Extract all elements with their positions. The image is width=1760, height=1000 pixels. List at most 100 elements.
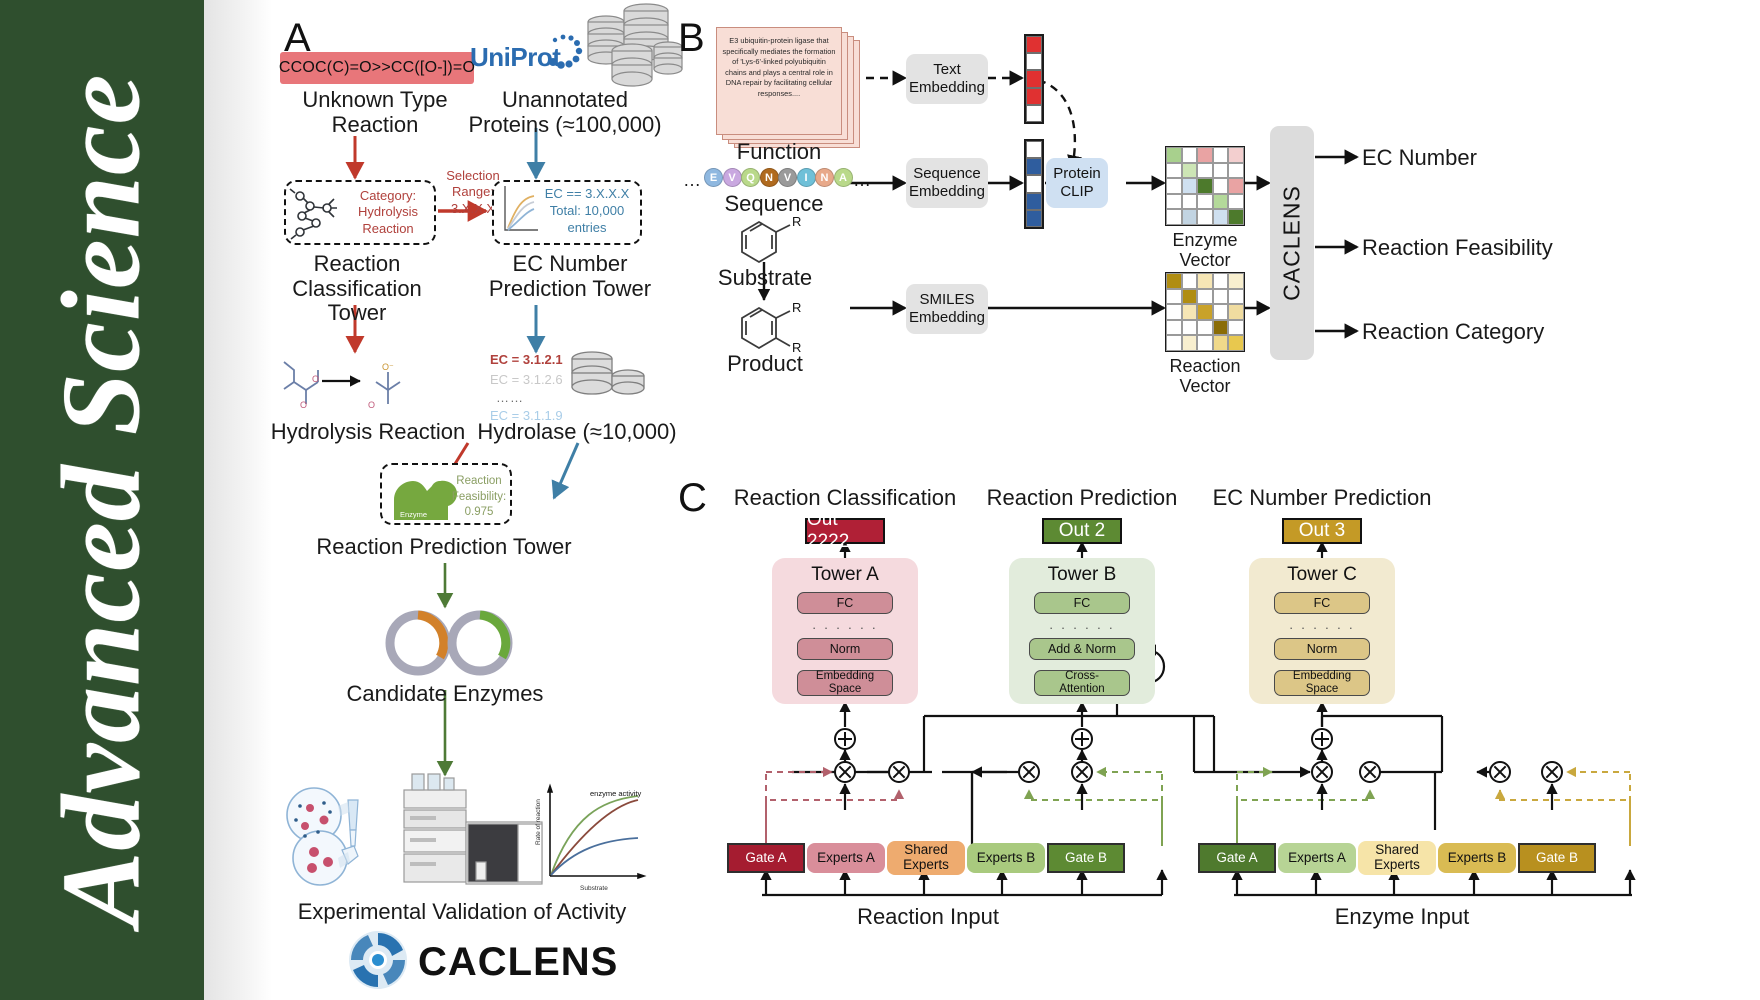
- sequence-ellipsis-right: …: [853, 170, 871, 190]
- enzyme-input-label: Enzyme Input: [1334, 904, 1470, 929]
- moe-right-experts-b: Experts B: [1438, 843, 1516, 873]
- sequence-residue-a-7: A: [833, 168, 853, 187]
- svg-text:O⁻: O⁻: [382, 362, 394, 372]
- caclens-logo-text: CACLENS: [418, 940, 619, 984]
- sequence-residue-n-6: N: [815, 168, 834, 187]
- tower-a-block-fc: FC: [797, 592, 893, 614]
- svg-text:Rate of reaction: Rate of reaction: [535, 799, 542, 845]
- sequence-ellipsis-left: …: [683, 170, 701, 190]
- moe-right-shared-experts: Shared Experts: [1358, 841, 1436, 875]
- multiply-operator-4: [1071, 761, 1093, 783]
- reaction-vector-label: Reaction Vector: [1169, 356, 1241, 397]
- smiles-embedding-box: SMILES Embedding: [906, 284, 988, 334]
- tower-b-dots: · · · · · ·: [1048, 620, 1116, 635]
- category-hydrolysis-text: Category: Hydrolysis Reaction: [358, 188, 418, 236]
- add-operator-mid: [1071, 728, 1093, 750]
- svg-text:O: O: [300, 400, 307, 410]
- out-1-box: Out 2222: [805, 509, 885, 552]
- tower-c-title: Tower C: [1287, 564, 1357, 585]
- sequence-embedding-vector: [1024, 139, 1044, 229]
- reaction-prediction-tower-label: Reaction Prediction Tower: [316, 534, 572, 559]
- tower-c-block-norm: Norm: [1274, 638, 1370, 660]
- reaction-classification-tower-label: Reaction Classification Tower: [292, 251, 422, 326]
- ec-list-item-1: EC = 3.1.2.6: [490, 372, 563, 387]
- column-title-ec-number-prediction: EC Number Prediction: [1212, 485, 1432, 510]
- moe-left-shared-experts: Shared Experts: [887, 841, 965, 875]
- tower-a-dots: · · · · · ·: [811, 620, 879, 635]
- panel-b-letter: B: [678, 16, 705, 60]
- ec-list-ellipsis: ……: [496, 390, 524, 405]
- journal-banner: Advanced Science: [0, 0, 204, 1000]
- tower-c-dots: · · · · · ·: [1288, 620, 1356, 635]
- ec-number-prediction-tower-label: EC Number Prediction Tower: [488, 251, 652, 301]
- function-card-front: [716, 27, 842, 135]
- tower-c-block-fc: FC: [1274, 592, 1370, 614]
- multiply-operator-6: [1359, 761, 1381, 783]
- moe-left-gate-a: Gate A: [727, 843, 805, 873]
- sequence-residue-q-2: Q: [741, 168, 760, 187]
- multiply-operator-3: [1018, 761, 1040, 783]
- journal-title: Advanced Science: [39, 73, 164, 927]
- caclens-module-label: CACLENS: [1278, 185, 1305, 301]
- ec-list-item-3: EC = 3.1.1.9: [490, 408, 563, 423]
- figure-canvas: A CCOC(C)=O>>CC([O-])=O Unknown Type Rea…: [271, 0, 1760, 1000]
- multiply-operator-1: [834, 761, 856, 783]
- enzyme-vector-label: Enzyme Vector: [1172, 230, 1238, 271]
- column-title-reaction-prediction: Reaction Prediction: [986, 485, 1178, 510]
- moe-left-experts-b: Experts B: [967, 843, 1045, 873]
- tower-b-block-cross-attention: Cross- Attention: [1034, 670, 1130, 696]
- panel-a-letter: A: [284, 16, 311, 60]
- output-reaction-category-label: Reaction Category: [1362, 319, 1545, 344]
- page-gutter: [204, 0, 272, 1000]
- sequence-residue-i-5: I: [796, 168, 816, 187]
- reaction-feasibility-text: Reaction Feasibility: 0.975: [451, 475, 507, 519]
- svg-text:O: O: [368, 400, 375, 410]
- function-description-text: E3 ubiquitin-protein ligase that specifi…: [722, 36, 836, 98]
- ec-list-item-0: EC = 3.1.2.1: [490, 352, 563, 367]
- protein-clip-box: Protein CLIP: [1046, 158, 1108, 208]
- unannotated-proteins-label: Unannotated Proteins (≈100,000): [468, 87, 662, 137]
- panel-c-letter: C: [678, 476, 707, 520]
- text-embedding-vector: [1024, 34, 1044, 124]
- tower-c-panel: Tower C FC · · · · · · Norm Embedding Sp…: [1249, 558, 1395, 704]
- add-operator-left: [834, 728, 856, 750]
- moe-right-gate-b: Gate B: [1518, 843, 1596, 873]
- out-2-box: Out 2: [1042, 518, 1122, 544]
- multiply-operator-2: [888, 761, 910, 783]
- svg-text:O: O: [312, 374, 319, 384]
- sequence-residue-v-4: V: [778, 168, 797, 187]
- multiply-operator-8: [1541, 761, 1563, 783]
- enzyme-activity-annotation: enzyme activity: [590, 789, 642, 798]
- moe-left-experts-a: Experts A: [807, 843, 885, 873]
- substrate-label: Substrate: [717, 265, 813, 290]
- function-label: Function: [736, 139, 822, 164]
- moe-left-gate-b: Gate B: [1047, 843, 1125, 873]
- enzyme-vector-matrix: [1165, 146, 1245, 226]
- smiles-string-chip: CCOC(C)=O>>CC([O-])=O: [279, 52, 475, 84]
- candidate-enzymes-label: Candidate Enzymes: [346, 681, 544, 706]
- sequence-residue-n-3: N: [759, 168, 779, 187]
- text-embedding-box: Text Embedding: [906, 54, 988, 104]
- tower-b-panel: Tower B FC · · · · · · Add & Norm Cross-…: [1009, 558, 1155, 704]
- sequence-residue-v-1: V: [722, 168, 742, 187]
- moe-right-gate-a: Gate A: [1198, 843, 1276, 873]
- tower-b-block-add-norm: Add & Norm: [1029, 638, 1135, 660]
- reaction-input-label: Reaction Input: [857, 904, 999, 929]
- output-ec-number-label: EC Number: [1362, 145, 1477, 170]
- sequence-label: Sequence: [724, 191, 824, 216]
- moe-right-experts-a: Experts A: [1278, 843, 1356, 873]
- sequence-embedding-box: Sequence Embedding: [906, 158, 988, 208]
- reaction-vector-matrix: [1165, 272, 1245, 352]
- column-title-reaction-classification: Reaction Classification: [733, 485, 957, 510]
- tower-c-block-embedding-space: Embedding Space: [1274, 670, 1370, 696]
- hydrolysis-reaction-label: Hydrolysis Reaction: [270, 419, 466, 444]
- selection-range-text: Selection Range: 3.X.X.X: [446, 168, 500, 216]
- tower-a-panel: Tower A FC · · · · · · Norm Embedding Sp…: [772, 558, 918, 704]
- product-label: Product: [727, 351, 803, 376]
- uniprot-logo-text: UniProt: [470, 42, 561, 72]
- product-r1-label: R: [792, 300, 801, 315]
- experimental-validation-label: Experimental Validation of Activity: [297, 899, 627, 924]
- caclens-module-bar: CACLENS: [1270, 126, 1314, 360]
- out-3-box: Out 3: [1282, 518, 1362, 544]
- tower-b-block-fc: FC: [1034, 592, 1130, 614]
